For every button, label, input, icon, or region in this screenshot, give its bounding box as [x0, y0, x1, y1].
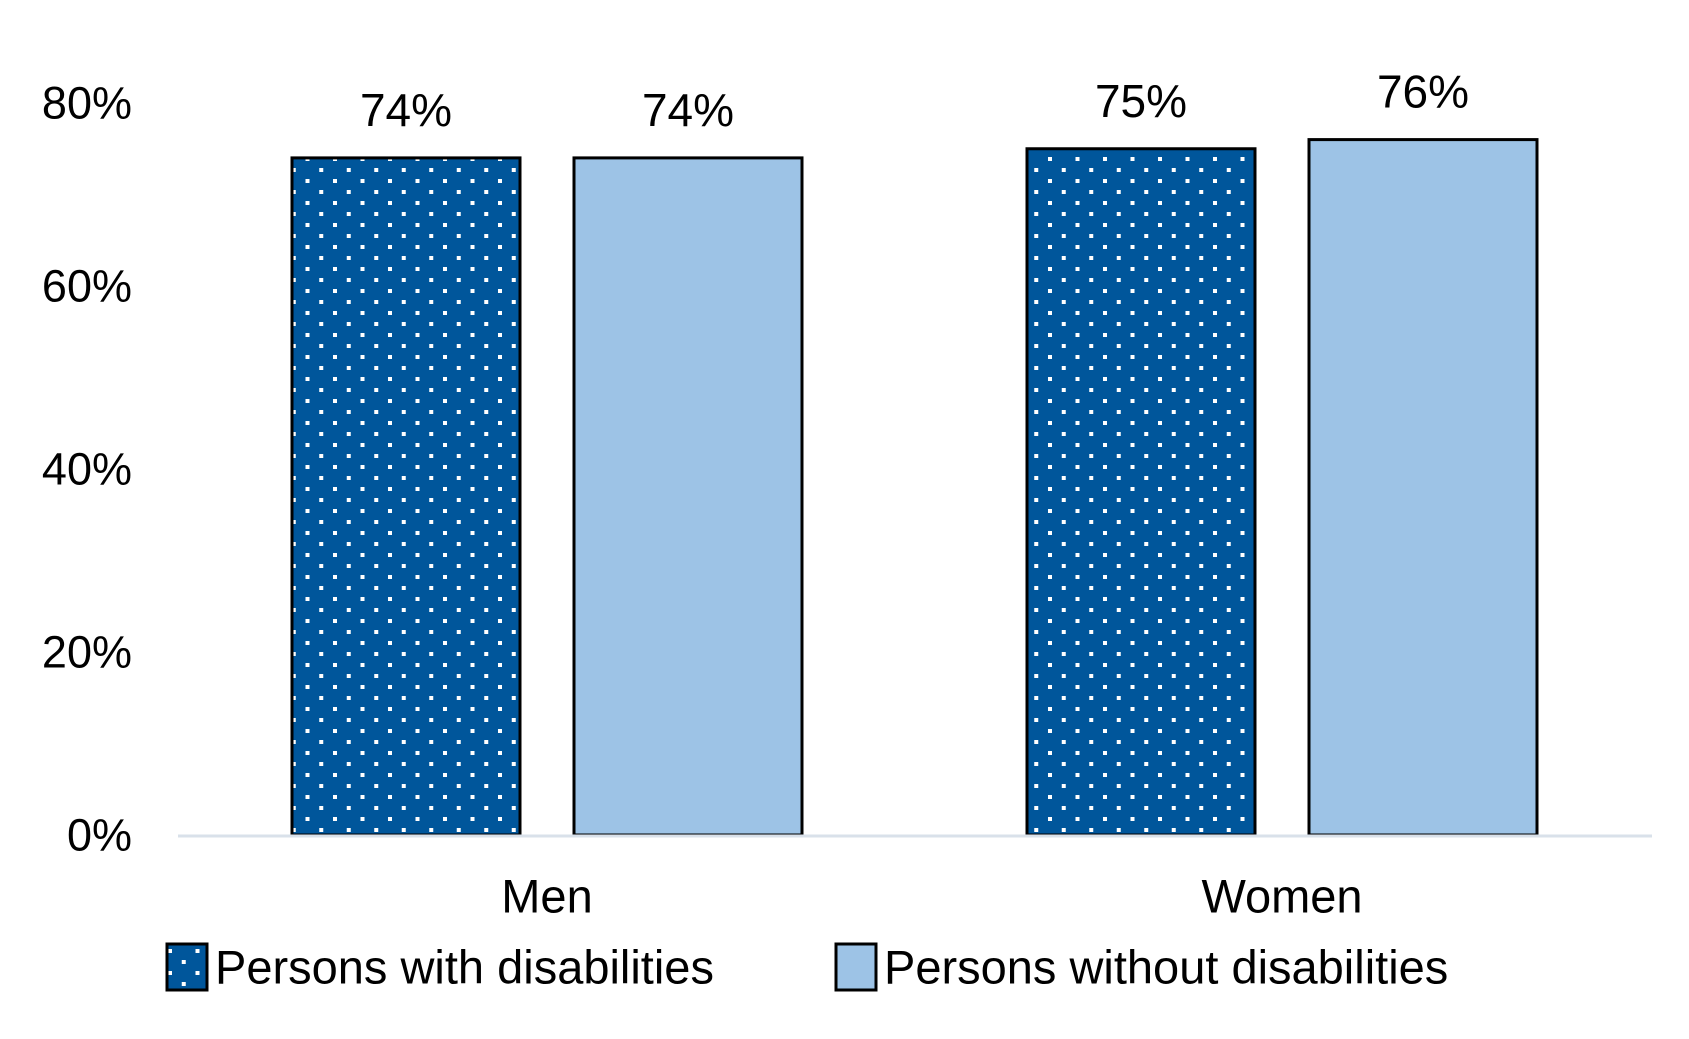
bar-with-disabilities-women — [1025, 147, 1257, 837]
data-label: 74% — [642, 84, 734, 136]
legend-item-with-disabilities: Persons with disabilities — [165, 941, 714, 994]
category-label-men: Men — [501, 870, 592, 923]
bar-without-disabilities-women — [1307, 138, 1539, 837]
x-axis: Men Women — [501, 870, 1362, 923]
data-label: 75% — [1095, 75, 1187, 127]
legend-item-without-disabilities: Persons without disabilities — [834, 941, 1448, 994]
bar-with-disabilities-men — [290, 156, 522, 837]
y-axis: 0% 20% 40% 60% 80% — [42, 78, 132, 861]
legend-swatch — [834, 942, 878, 992]
legend-label: Persons without disabilities — [884, 941, 1448, 994]
y-tick-label: 0% — [67, 810, 132, 861]
legend-swatch — [165, 942, 209, 992]
y-tick-label: 60% — [42, 261, 132, 312]
y-tick-label: 40% — [42, 444, 132, 495]
bars — [290, 138, 1539, 837]
data-labels: 74% 74% 75% 76% — [360, 66, 1469, 136]
data-label: 74% — [360, 84, 452, 136]
y-tick-label: 20% — [42, 627, 132, 678]
y-tick-label: 80% — [42, 78, 132, 129]
category-label-women: Women — [1201, 870, 1362, 923]
data-label: 76% — [1377, 66, 1469, 118]
bar-without-disabilities-men — [572, 156, 804, 837]
legend: Persons with disabilities Persons without… — [165, 941, 1448, 994]
legend-label: Persons with disabilities — [215, 941, 714, 994]
